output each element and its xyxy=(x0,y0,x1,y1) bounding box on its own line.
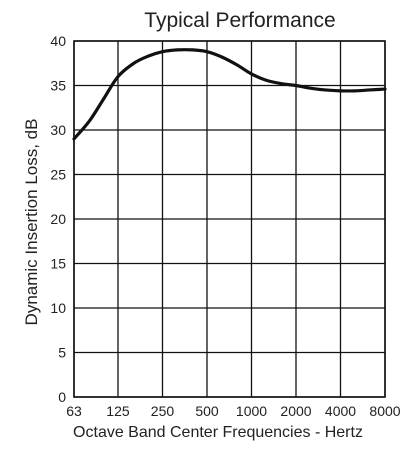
y-tick-label-10: 10 xyxy=(50,300,66,316)
y-tick-label-0: 0 xyxy=(58,389,66,405)
x-tick-label-1000: 1000 xyxy=(236,403,267,419)
series-line-0 xyxy=(72,48,387,141)
y-tick-label-20: 20 xyxy=(50,211,66,227)
x-tick-label-4000: 4000 xyxy=(325,403,356,419)
y-axis-label: Dynamic Insertion Loss, dB xyxy=(22,119,41,326)
chart-title: Typical Performance xyxy=(144,9,335,32)
x-tick-label-125: 125 xyxy=(106,403,130,419)
x-tick-label-2000: 2000 xyxy=(280,403,311,419)
y-tick-label-25: 25 xyxy=(50,167,66,183)
grid-lines xyxy=(73,40,386,398)
x-tick-label-250: 250 xyxy=(151,403,175,419)
series-layer xyxy=(72,48,387,141)
axis-ticks: 63 125 250 500 1000 2000 4000 8000 0 5 10 15 20 25 30 3… xyxy=(50,33,400,419)
x-axis-label: Octave Band Center Frequencies - Hertz xyxy=(73,424,363,441)
x-tick-label-63: 63 xyxy=(66,403,82,419)
plot-border xyxy=(73,40,386,398)
y-tick-label-40: 40 xyxy=(50,33,66,49)
x-tick-label-500: 500 xyxy=(195,403,219,419)
y-tick-label-30: 30 xyxy=(50,122,66,138)
y-tick-label-35: 35 xyxy=(50,78,66,94)
y-tick-label-15: 15 xyxy=(50,256,66,272)
x-tick-label-8000: 8000 xyxy=(369,403,400,419)
y-tick-label-5: 5 xyxy=(58,345,66,361)
